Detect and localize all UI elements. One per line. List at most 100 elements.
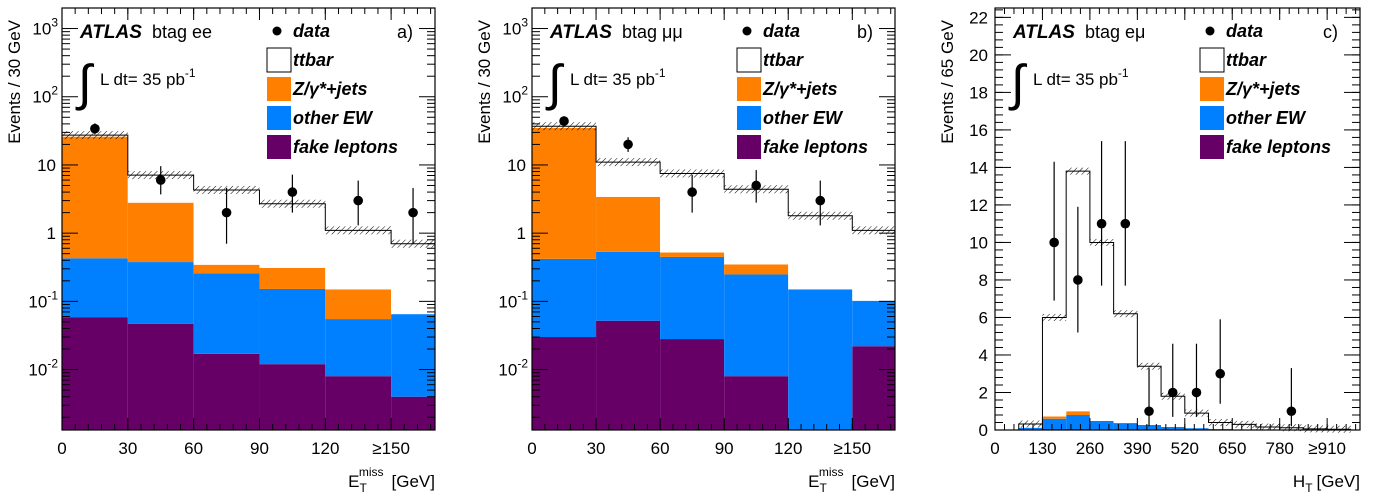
y-tick-label: 10-2 [498, 357, 528, 380]
legend-label-ttbar: ttbar [763, 50, 804, 70]
bar-fake-2 [194, 354, 260, 430]
data-point-6 [1192, 388, 1202, 398]
data-point-1 [1073, 275, 1083, 285]
legend-marker-data [1206, 27, 1215, 36]
bar-ttbar-3 [259, 204, 325, 268]
bar-zjets-0 [62, 137, 128, 259]
bar-otherew-4 [325, 319, 391, 376]
data-point-4 [353, 196, 363, 206]
data-point-2 [1097, 219, 1107, 229]
bar-otherew-4 [788, 289, 852, 430]
integral-symbol: ∫ [75, 55, 95, 111]
bar-otherew-1 [128, 262, 194, 324]
y-axis-label: Events / 30 GeV [475, 19, 494, 143]
bar-fake-0 [62, 317, 128, 430]
legend: data ttbar Z/γ*+jets other EW fake leptons [737, 21, 868, 159]
bar-zjets-1 [596, 197, 660, 252]
x-tick-label-0: 0 [57, 439, 66, 458]
bar-zjets-3 [259, 268, 325, 289]
legend-label-fake: fake leptons [763, 137, 868, 157]
bar-otherew-1 [1042, 419, 1066, 429]
legend-swatch-fake [737, 135, 761, 159]
legend-label-data: data [293, 21, 330, 41]
x-tick-label-2: 60 [184, 439, 203, 458]
y-tick-label: 1 [47, 224, 56, 243]
atlas-label: ATLAS [1012, 22, 1075, 43]
bar-fake-3 [724, 376, 788, 430]
x-tick-label-3: 90 [250, 439, 269, 458]
data-point-5 [1168, 388, 1178, 398]
x-tick-label-4: 520 [1171, 439, 1199, 458]
x-tick-label-4: 120 [774, 439, 802, 458]
data-point-2 [687, 187, 697, 197]
data-point-1 [156, 175, 166, 185]
y-tick-label: 102 [502, 84, 528, 107]
bar-ttbar-1 [596, 162, 660, 197]
y-tick-label-11: 22 [969, 8, 988, 27]
panel-label: c) [1323, 22, 1338, 42]
data-point-8 [1287, 406, 1297, 416]
channel-label: btag μμ [622, 22, 683, 42]
x-tick-label-0: 0 [527, 439, 536, 458]
y-tick-label-6: 12 [969, 196, 988, 215]
x-tick-label-5: ≥150 [833, 439, 871, 458]
y-tick-label: 10-2 [28, 357, 58, 380]
bar-ttbar-4 [1114, 314, 1138, 423]
bar-zjets-4 [325, 289, 391, 319]
channel-label: btag eμ [1085, 22, 1145, 42]
y-tick-label: 10 [507, 156, 526, 175]
channel-label: btag ee [152, 22, 212, 42]
panel-label: b) [857, 22, 873, 42]
legend-label-zjets: Z/γ*+jets [292, 79, 368, 99]
bar-otherew-0 [62, 258, 128, 317]
data-point-2 [222, 208, 232, 218]
legend-label-ttbar: ttbar [293, 50, 334, 70]
y-tick-label-9: 18 [969, 83, 988, 102]
bar-otherew-4 [1114, 423, 1138, 430]
legend-swatch-otherew [267, 106, 291, 130]
x-tick-label-1: 130 [1028, 439, 1056, 458]
y-axis-label: Events / 65 GeV [938, 19, 957, 143]
bar-fake-3 [259, 364, 325, 430]
legend-label-data: data [1226, 21, 1263, 41]
bar-fake-1 [128, 324, 194, 430]
y-tick-label-2: 4 [979, 346, 988, 365]
y-tick-label-1: 2 [979, 383, 988, 402]
x-tick-label-6: 780 [1266, 439, 1294, 458]
y-tick-label: 10 [37, 156, 56, 175]
x-axis-label: ETmiss[GeV] [808, 465, 895, 495]
stack-bars [62, 135, 435, 430]
bar-zjets-2 [194, 265, 260, 274]
bar-zjets-1 [128, 203, 194, 262]
bar-zjets-2 [1066, 411, 1090, 415]
panel-label: a) [397, 22, 413, 42]
legend-label-data: data [763, 21, 800, 41]
legend-swatch-ttbar [267, 48, 291, 72]
y-tick-label-7: 14 [969, 158, 988, 177]
legend-label-otherew: other EW [763, 108, 844, 128]
bar-otherew-0 [532, 259, 596, 337]
y-tick-label: 10-1 [498, 288, 528, 311]
bar-otherew-3 [259, 289, 325, 364]
bar-fake-5 [391, 397, 435, 430]
integral-symbol: ∫ [1008, 55, 1028, 111]
legend-label-zjets: Z/γ*+jets [762, 79, 838, 99]
legend-marker-data [743, 27, 752, 36]
y-tick-label: 102 [32, 84, 58, 107]
legend-swatch-zjets [267, 77, 291, 101]
lumi-label: L dt= 35 pb-1 [1033, 66, 1129, 89]
y-tick-label: 1 [517, 224, 526, 243]
y-tick-label-0: 0 [979, 421, 988, 440]
bar-ttbar-1 [1042, 317, 1066, 416]
x-tick-label-3: 390 [1123, 439, 1151, 458]
x-tick-label-5: ≥150 [372, 439, 410, 458]
y-tick-label-8: 16 [969, 121, 988, 140]
x-tick-label-3: 90 [715, 439, 734, 458]
atlas-label: ATLAS [79, 22, 142, 43]
legend-label-ttbar: ttbar [1226, 50, 1267, 70]
